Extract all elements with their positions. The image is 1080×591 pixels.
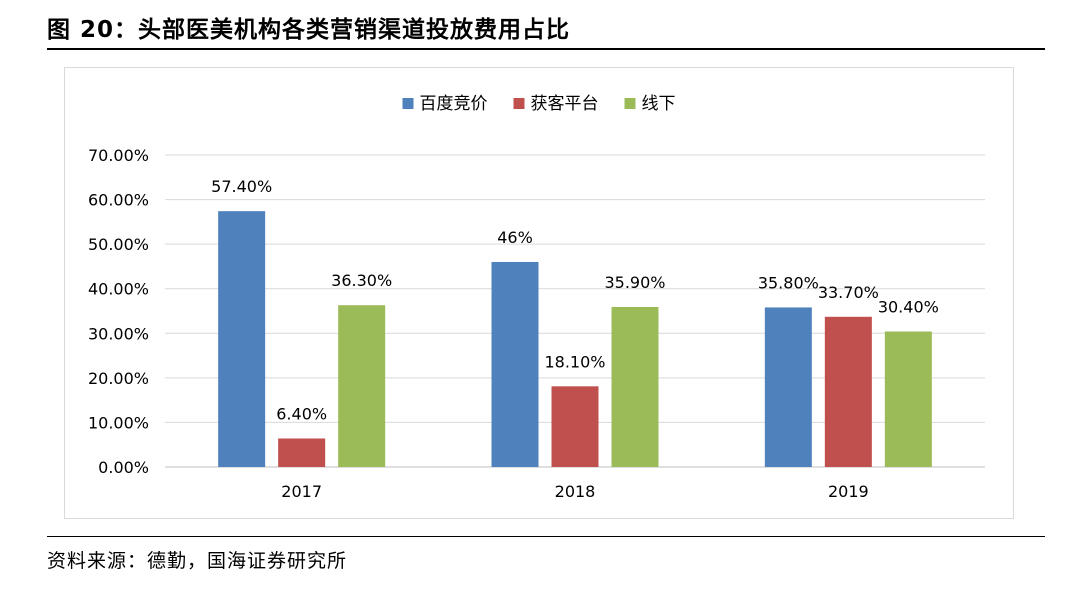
legend-label: 获客平台 — [531, 94, 599, 114]
y-tick-label: 40.00% — [88, 280, 149, 299]
bar — [338, 305, 386, 467]
y-axis: 0.00% 10.00% 20.00% 30.00% 40.00% 50.00% 60.00… — [88, 146, 149, 477]
data-label: 36.30% — [331, 271, 392, 290]
data-label: 46% — [497, 228, 533, 247]
bar — [884, 331, 932, 467]
legend: 百度竞价 获客平台 线下 — [402, 94, 676, 114]
y-tick-label: 0.00% — [98, 458, 149, 477]
figure-title: 图 20：头部医美机构各类营销渠道投放费用占比 — [47, 17, 571, 43]
bar — [278, 438, 326, 467]
data-label: 6.40% — [276, 404, 327, 423]
bar — [611, 306, 659, 467]
bar — [824, 316, 872, 467]
data-label: 30.40% — [878, 298, 939, 317]
legend-label: 线下 — [642, 94, 676, 114]
legend-label: 百度竞价 — [420, 94, 488, 114]
bar — [764, 307, 812, 467]
data-label: 35.90% — [604, 273, 665, 292]
bars — [218, 211, 932, 467]
legend-swatch — [402, 98, 414, 109]
legend-swatch — [513, 98, 525, 109]
y-tick-label: 30.00% — [88, 324, 149, 343]
data-label: 35.80% — [758, 273, 819, 292]
bar — [551, 386, 599, 467]
data-label: 57.40% — [211, 177, 272, 196]
bar — [218, 211, 266, 467]
x-tick-label: 2018 — [555, 482, 596, 501]
data-label: 18.10% — [544, 352, 605, 371]
y-tick-label: 60.00% — [88, 191, 149, 210]
top-rule — [47, 48, 1045, 50]
x-tick-label: 2017 — [281, 482, 322, 501]
y-tick-label: 20.00% — [88, 369, 149, 388]
y-tick-label: 50.00% — [88, 235, 149, 254]
x-axis: 2017 2018 2019 — [281, 482, 868, 501]
bar — [491, 261, 539, 467]
y-tick-label: 70.00% — [88, 146, 149, 165]
y-tick-label: 10.00% — [88, 413, 149, 432]
x-tick-label: 2019 — [828, 482, 869, 501]
bottom-rule — [47, 536, 1045, 537]
legend-swatch — [624, 98, 636, 109]
data-labels: 57.40% 6.40% 36.30% 46% 18.10% 35.90% 35.80%33… — [211, 177, 939, 423]
source-note: 资料来源：德勤，国海证券研究所 — [47, 550, 348, 572]
data-label: 33.70% — [818, 283, 879, 302]
